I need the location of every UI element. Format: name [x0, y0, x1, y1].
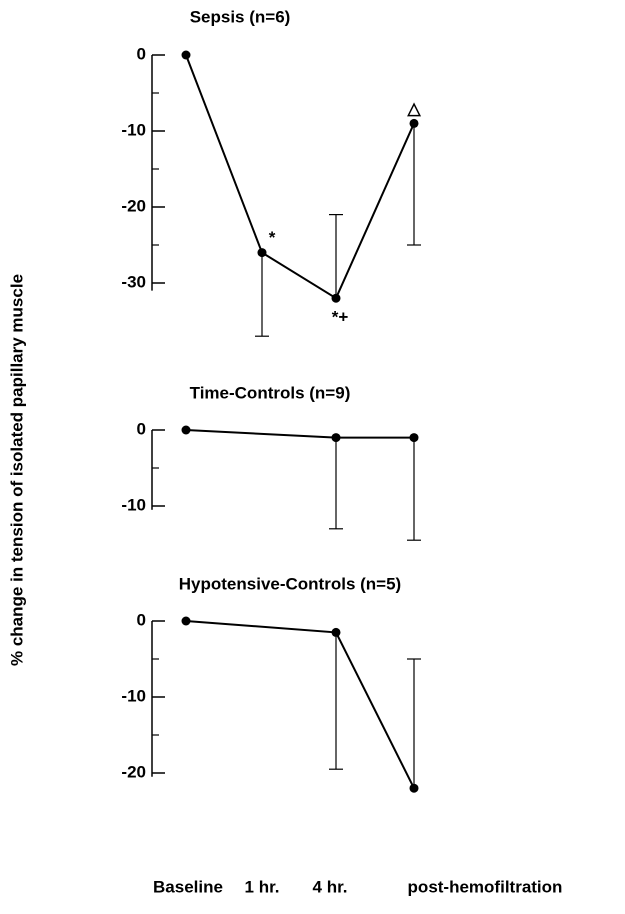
marker — [409, 118, 419, 128]
marker — [331, 627, 341, 637]
y-tick-label: 0 — [137, 610, 146, 629]
annotation: * — [269, 228, 276, 247]
marker — [331, 433, 341, 443]
marker — [181, 425, 191, 435]
x-tick-label: 4 hr. — [313, 877, 348, 896]
line — [185, 54, 415, 300]
marker — [331, 293, 341, 303]
panel-title: Hypotensive-Controls (n=5) — [179, 574, 401, 593]
y-tick-label: 0 — [137, 44, 146, 63]
x-tick-label: 1 hr. — [245, 877, 280, 896]
marker — [257, 248, 267, 258]
y-tick-label: -20 — [121, 762, 146, 781]
line — [185, 620, 415, 789]
line — [185, 429, 414, 439]
y-tick-label: -30 — [121, 272, 146, 291]
y-axis-label: % change in tension of isolated papillar… — [7, 274, 26, 666]
x-tick-label: post-hemofiltration — [408, 877, 563, 896]
marker — [181, 616, 191, 626]
annotation: △ — [406, 99, 421, 118]
y-tick-label: -20 — [121, 196, 146, 215]
marker — [181, 50, 191, 60]
marker — [409, 433, 419, 443]
y-tick-label: 0 — [137, 419, 146, 438]
panel-title: Sepsis (n=6) — [190, 7, 291, 26]
y-tick-label: -10 — [121, 686, 146, 705]
marker — [409, 783, 419, 793]
panel-title: Time-Controls (n=9) — [190, 383, 351, 402]
annotation: *+ — [332, 308, 349, 327]
x-tick-label: Baseline — [153, 877, 223, 896]
y-tick-label: -10 — [121, 120, 146, 139]
y-tick-label: -10 — [121, 495, 146, 514]
